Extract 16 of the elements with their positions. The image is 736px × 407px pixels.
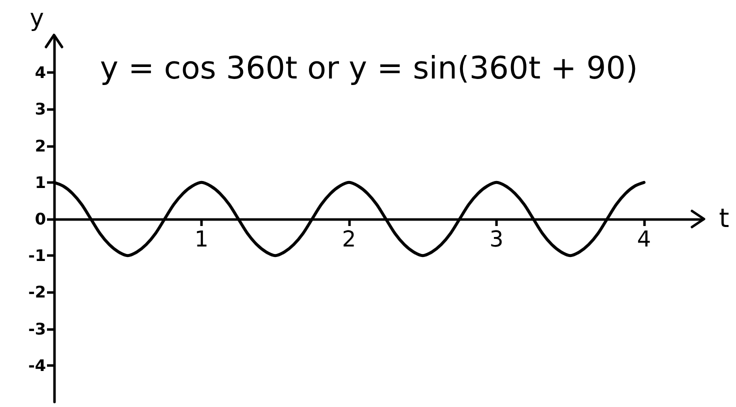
y-tick-label: 4 <box>34 63 46 82</box>
y-tick-label: -3 <box>28 319 46 338</box>
x-tick-label: 1 <box>194 228 208 252</box>
y-tick-label: -4 <box>28 356 46 375</box>
y-tick-label: 2 <box>34 136 46 156</box>
y-tick-label: 1 <box>34 172 46 192</box>
x-axis-title: t <box>719 204 730 234</box>
y-tick-label: 3 <box>34 100 46 119</box>
y-tick-label: -2 <box>28 282 46 302</box>
text: y = cos 360t or y = sin(360t + 90) <box>100 50 638 86</box>
x-tick-label: 4 <box>637 228 651 252</box>
y-tick-label: 0 <box>34 210 46 228</box>
x-tick-label: 2 <box>342 228 356 252</box>
x-tick-label: 3 <box>490 228 504 252</box>
y-tick-label: -1 <box>28 246 46 266</box>
y-axis-title: y <box>30 4 44 32</box>
